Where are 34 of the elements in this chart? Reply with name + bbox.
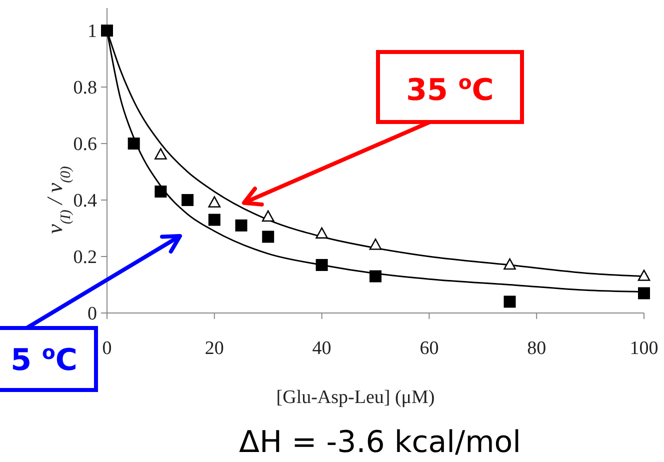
point <box>182 194 194 206</box>
y-tick-label: 0.6 <box>73 134 97 156</box>
y-tick-label: 1 <box>88 21 97 42</box>
point <box>316 227 328 239</box>
point <box>370 270 382 282</box>
annotation: 35 $^{o}$C <box>406 70 494 108</box>
point <box>154 148 167 160</box>
x-tick-label: 100 <box>630 338 658 359</box>
point <box>154 186 167 198</box>
point <box>504 258 516 270</box>
point <box>316 258 328 271</box>
point <box>208 196 221 208</box>
point <box>101 24 113 37</box>
x-tick-label: 40 <box>312 338 332 359</box>
x-tick-label: 80 <box>527 338 546 359</box>
point <box>262 230 274 243</box>
text: ΔH = -3.6 kcal/mol <box>239 425 521 460</box>
x-tick-label: 0 <box>102 338 112 359</box>
point <box>369 238 382 250</box>
y-tick-label: 0.4 <box>73 190 98 212</box>
x-tick-label: 60 <box>420 338 439 359</box>
point <box>262 210 274 222</box>
point <box>235 219 248 232</box>
x-axis-title: [Glu-Asp-Leu] (μM) <box>276 387 435 408</box>
point <box>504 296 516 308</box>
y-tick-label: 0.8 <box>73 78 97 99</box>
point <box>208 214 220 226</box>
text: 5 $^{o}$C <box>10 340 78 378</box>
point <box>128 138 140 150</box>
y-tick-label: 0 <box>88 304 97 325</box>
x-tick-label: 20 <box>204 338 224 359</box>
y-tick-label: 0.2 <box>73 247 97 268</box>
point <box>638 270 650 281</box>
point <box>638 287 650 300</box>
